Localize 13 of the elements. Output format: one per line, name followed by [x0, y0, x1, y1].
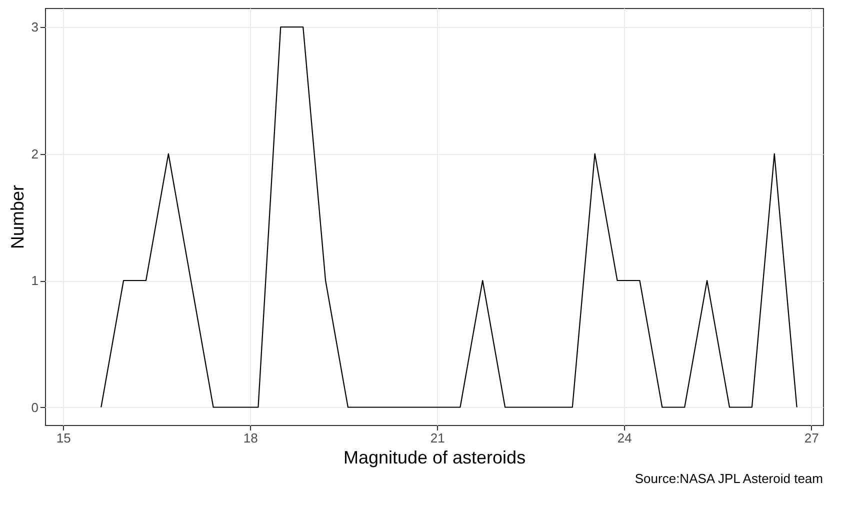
y-tick-label: 3 — [31, 20, 38, 35]
y-tick-label: 0 — [31, 400, 38, 415]
y-tick-label: 1 — [31, 273, 38, 288]
x-tick-label: 27 — [804, 430, 819, 446]
x-tick-label: 15 — [56, 430, 71, 446]
x-tick-label: 24 — [617, 430, 632, 446]
x-tick-label: 21 — [430, 430, 445, 446]
y-tick-label: 2 — [31, 146, 38, 162]
line-series — [100, 26, 798, 408]
x-tick-label: 18 — [243, 430, 258, 446]
y-axis-title: Number — [7, 184, 28, 250]
x-axis-title: Magnitude of asteroids — [343, 448, 526, 468]
source-note: Source:NASA JPL Asteroid team — [634, 471, 823, 486]
